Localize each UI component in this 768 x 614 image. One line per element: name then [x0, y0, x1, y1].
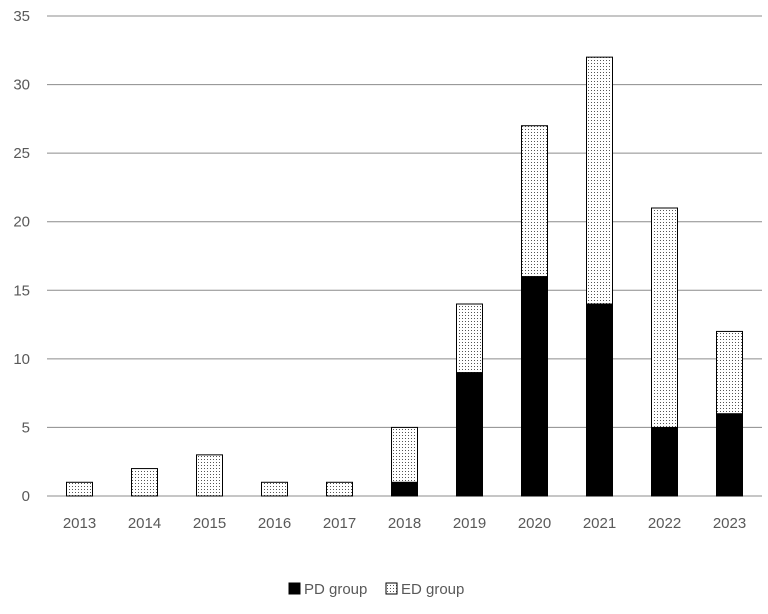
bar-ed-group-2022 — [651, 207, 678, 428]
x-tick-label: 2017 — [323, 515, 356, 532]
x-tick-label: 2015 — [193, 515, 226, 532]
bar-ed-group-2014 — [131, 468, 158, 497]
gridlines — [47, 15, 762, 497]
x-tick-label: 2019 — [453, 515, 486, 532]
y-tick-label: 5 — [22, 419, 30, 436]
legend-label-ed-group: ED group — [401, 581, 464, 598]
x-tick-label: 2020 — [518, 515, 551, 532]
y-tick-label: 15 — [13, 282, 30, 299]
bar-ed-group-2020 — [521, 125, 548, 278]
y-tick-label: 35 — [13, 8, 30, 25]
y-tick-label: 30 — [13, 77, 30, 94]
bar-ed-group-2016 — [261, 481, 288, 497]
bar-ed-group-2023 — [716, 330, 743, 415]
x-tick-label: 2016 — [258, 515, 291, 532]
bar-ed-group-2017 — [326, 481, 353, 497]
bar-ed-group-2021 — [586, 56, 613, 305]
y-tick-label: 10 — [13, 351, 30, 368]
legend-label-pd-group: PD group — [304, 581, 367, 598]
bar-pd-group-2021 — [586, 303, 613, 497]
bar-pd-group-2022 — [651, 426, 678, 497]
legend-swatch-pd-group — [288, 582, 301, 595]
x-tick-label: 2021 — [583, 515, 616, 532]
bar-ed-group-2013 — [66, 481, 93, 497]
y-tick-label: 0 — [22, 488, 30, 505]
x-tick-label: 2014 — [128, 515, 161, 532]
x-axis-ticks: 2013 2014 2015 2016 2017 2018 2019 2020 2021 2022… — [63, 515, 746, 532]
bar-pd-group-2019 — [456, 372, 483, 497]
bar-ed-group-2018 — [391, 426, 418, 483]
bars — [66, 56, 743, 497]
y-axis-ticks: 0 5 10 15 20 25 30 35 — [13, 8, 30, 505]
x-tick-label: 2023 — [713, 515, 746, 532]
legend: PD group ED group — [288, 581, 464, 598]
x-tick-label: 2018 — [388, 515, 421, 532]
x-tick-label: 2013 — [63, 515, 96, 532]
legend-swatch-ed-group — [385, 582, 398, 595]
bar-ed-group-2019 — [456, 303, 483, 374]
y-tick-label: 20 — [13, 214, 30, 231]
bar-pd-group-2018 — [391, 481, 418, 497]
bar-pd-group-2020 — [521, 276, 548, 497]
bar-ed-group-2015 — [196, 454, 223, 497]
x-tick-label: 2022 — [648, 515, 681, 532]
bar-pd-group-2023 — [716, 413, 743, 497]
y-tick-label: 25 — [13, 145, 30, 162]
